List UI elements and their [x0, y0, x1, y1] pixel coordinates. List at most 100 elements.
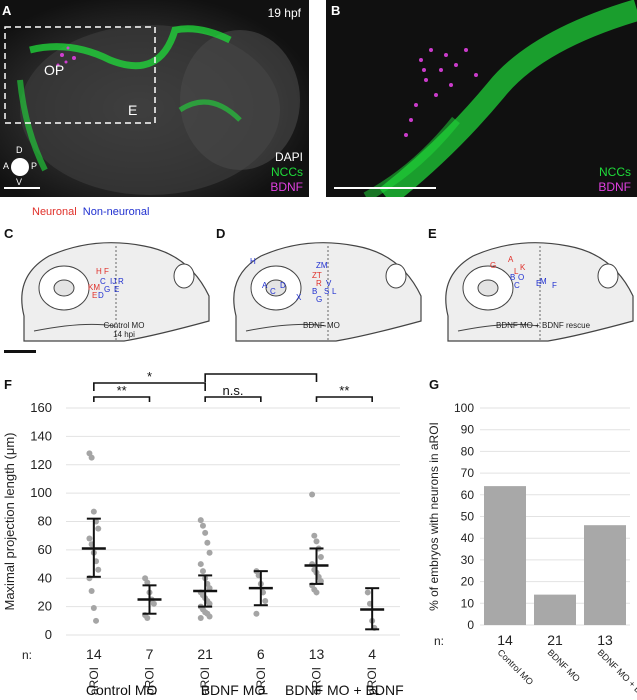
- svg-text:G: G: [490, 261, 496, 270]
- f-n-5: 4: [368, 646, 376, 662]
- svg-text:E: E: [536, 279, 541, 288]
- svg-text:F: F: [552, 281, 557, 290]
- axis-d-label: D: [16, 145, 23, 155]
- g-category-0: Control MO: [496, 647, 536, 687]
- f-sig-label-0: **: [117, 383, 127, 398]
- f-point-2-0: [197, 517, 204, 524]
- svg-text:F: F: [104, 267, 109, 276]
- f-ytick-3: 60: [38, 542, 52, 557]
- f-n-3: 6: [257, 646, 265, 662]
- svg-text:C: C: [514, 281, 520, 290]
- svg-text:K: K: [520, 263, 526, 272]
- panel-b-tissue: [334, 0, 637, 197]
- panel-f-label: F: [4, 377, 12, 392]
- svg-text:L: L: [332, 287, 337, 296]
- f-roi-2: aROI: [198, 667, 212, 695]
- panel-b-label: B: [331, 3, 341, 18]
- g-ytick-7: 70: [461, 466, 475, 480]
- svg-text:E: E: [114, 285, 119, 294]
- f-sig-label-4: **: [339, 383, 349, 398]
- g-ytick-2: 20: [461, 575, 475, 589]
- svg-text:B: B: [312, 287, 317, 296]
- f-point-2-20: [197, 614, 204, 621]
- axis-p-label: P: [31, 161, 38, 171]
- f-ytick-5: 100: [30, 485, 52, 500]
- f-point-3-4: [262, 597, 269, 604]
- f-point-0-2: [90, 508, 97, 515]
- f-point-1-1: [144, 579, 151, 586]
- panel-d-label: D: [216, 226, 226, 241]
- svg-text:ZM: ZM: [316, 261, 328, 270]
- panel-b-micrograph: NCCs BDNF: [326, 0, 637, 197]
- panel-d-caption: BDNF MO: [303, 321, 340, 330]
- f-point-1-6: [144, 614, 151, 621]
- g-ytick-5: 50: [461, 510, 475, 524]
- f-sig-bracket-4: [315, 396, 373, 402]
- g-category-1: BDNF MO: [546, 647, 582, 683]
- f-ytick-4: 80: [38, 514, 52, 529]
- g-ytick-10: 100: [454, 401, 474, 415]
- f-point-2-19: [206, 613, 213, 620]
- panel-a-e-label: E: [128, 102, 138, 118]
- f-group-label-0: Control MO: [86, 682, 158, 698]
- svg-text:A: A: [262, 281, 268, 290]
- f-point-4-4: [317, 553, 324, 560]
- panel-a-micrograph: 19 hpf OP E D V A P DAPI NCCs BDNF: [0, 0, 309, 197]
- legend: Neuronal Non-neuronal: [32, 206, 149, 218]
- schematic-scale-bar: [4, 350, 36, 353]
- f-n-1: 7: [146, 646, 154, 662]
- f-point-2-3: [204, 539, 211, 546]
- legend-neuronal: Neuronal: [32, 206, 77, 218]
- f-sig-label-3: *: [258, 370, 263, 375]
- svg-text:O: O: [518, 273, 524, 282]
- panel-g-chart: 0 10 20 30 40 50 60 70 80 90 100 % of embryos with …: [427, 401, 637, 700]
- g-ytick-4: 40: [461, 531, 475, 545]
- g-ytick-0: 0: [467, 618, 474, 632]
- panel-c-caption: Control MO 14 hpi: [94, 321, 154, 339]
- panel-e-caption: BDNF MO + BDNF rescue: [496, 321, 591, 330]
- svg-text:D: D: [98, 291, 104, 300]
- g-bar-2: [584, 525, 626, 625]
- f-ytick-1: 20: [38, 599, 52, 614]
- g-ytick-6: 60: [461, 488, 475, 502]
- g-n-1: 21: [547, 632, 563, 648]
- g-ytick-9: 90: [461, 423, 475, 437]
- f-point-2-2: [202, 529, 209, 536]
- f-point-0-4: [95, 525, 102, 532]
- f-sig-bracket-2: [204, 396, 262, 402]
- axis-v-label: V: [16, 177, 23, 187]
- f-point-2-6: [199, 568, 206, 575]
- panel-g-label: G: [429, 377, 440, 392]
- panel-f-chart: 0 20 40 60 80 100 120 140 160 Maximal projection …: [2, 370, 404, 698]
- f-point-0-5: [86, 535, 93, 542]
- stain-b-nccs: NCCs: [599, 165, 631, 179]
- f-ytick-0: 0: [45, 627, 52, 642]
- axis-a-label: A: [3, 161, 10, 171]
- stain-b-bdnf: BDNF: [598, 180, 631, 194]
- f-point-2-9: [206, 585, 213, 592]
- panel-a-label: A: [2, 3, 12, 18]
- svg-text:B: B: [510, 273, 515, 282]
- g-n-0: 14: [497, 632, 513, 648]
- svg-text:V: V: [326, 279, 332, 288]
- g-ytick-8: 80: [461, 444, 475, 458]
- f-point-0-13: [93, 617, 100, 624]
- svg-text:S: S: [324, 287, 329, 296]
- svg-text:E: E: [92, 291, 97, 300]
- svg-text:R: R: [118, 277, 124, 286]
- panel-e-label: E: [428, 226, 437, 241]
- f-roi-4: aROI: [310, 667, 324, 695]
- f-point-4-2: [313, 538, 320, 545]
- svg-text:C: C: [270, 287, 276, 296]
- f-roi-0: aROI: [87, 667, 101, 695]
- stain-dapi: DAPI: [274, 150, 303, 164]
- f-point-3-5: [253, 610, 260, 617]
- svg-text:M: M: [540, 277, 547, 286]
- g-n-label: n:: [434, 634, 444, 648]
- f-point-4-12: [313, 589, 320, 596]
- f-sig-bracket-0: [93, 396, 151, 402]
- svg-text:H: H: [250, 257, 256, 266]
- svg-text:R: R: [316, 279, 322, 288]
